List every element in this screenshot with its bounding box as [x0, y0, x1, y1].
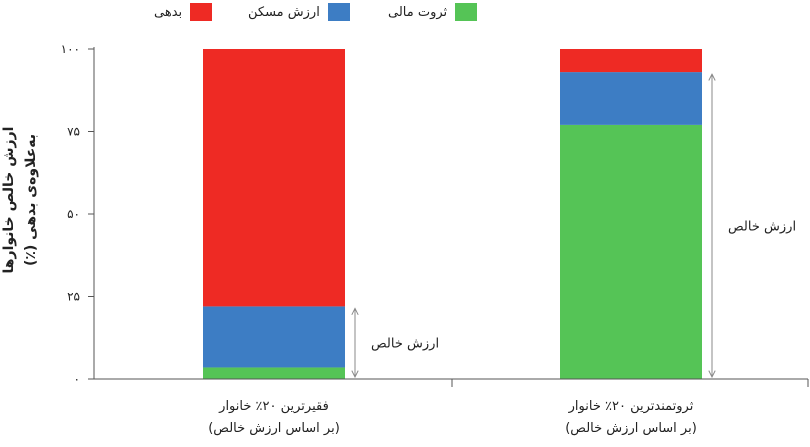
y-tick-label: ۷۵ [67, 125, 80, 139]
legend-item-debt: بدهی [154, 2, 213, 22]
legend-label-housing: ارزش مسکن [248, 4, 320, 20]
y-tick-label: ۲۵ [67, 290, 80, 304]
legend-label-financial: ثروت مالی [388, 4, 448, 20]
category-label-poorest-line1: فقیرترین ۲۰٪ خانوار [219, 399, 329, 414]
legend-swatch-financial [455, 3, 478, 21]
category-label-richest-line2: (بر اساس ارزش خالص) [565, 421, 697, 436]
bar-segment-financial-poorest [203, 367, 345, 379]
category-label-richest: ثروتمندترین ۲۰٪ خانوار (بر اساس ارزش خال… [501, 396, 761, 440]
net-worth-label-poorest: ارزش خالص [371, 337, 439, 352]
legend-label-debt: بدهی [154, 4, 183, 20]
y-tick-label: ۱۰۰ [61, 42, 80, 56]
bar-segment-financial-richest [560, 124, 702, 380]
bar-segment-housing-richest [560, 72, 702, 125]
bar-segment-debt-richest [560, 49, 702, 73]
net-worth-label-richest: ارزش خالص [728, 220, 796, 235]
legend-swatch-debt [190, 3, 213, 21]
legend-item-housing: ارزش مسکن [248, 2, 350, 22]
legend-swatch-housing [327, 3, 350, 21]
bar-segment-debt-poorest [203, 49, 345, 307]
y-tick-label: ۵۰ [67, 207, 80, 221]
y-tick-label: ۰ [74, 372, 80, 386]
category-label-richest-line1: ثروتمندترین ۲۰٪ خانوار [568, 399, 694, 414]
category-label-poorest: فقیرترین ۲۰٪ خانوار (بر اساس ارزش خالص) [144, 396, 404, 440]
bar-segment-housing-poorest [203, 306, 345, 368]
category-label-poorest-line2: (بر اساس ارزش خالص) [208, 421, 340, 436]
legend-item-financial: ثروت مالی [388, 2, 478, 22]
